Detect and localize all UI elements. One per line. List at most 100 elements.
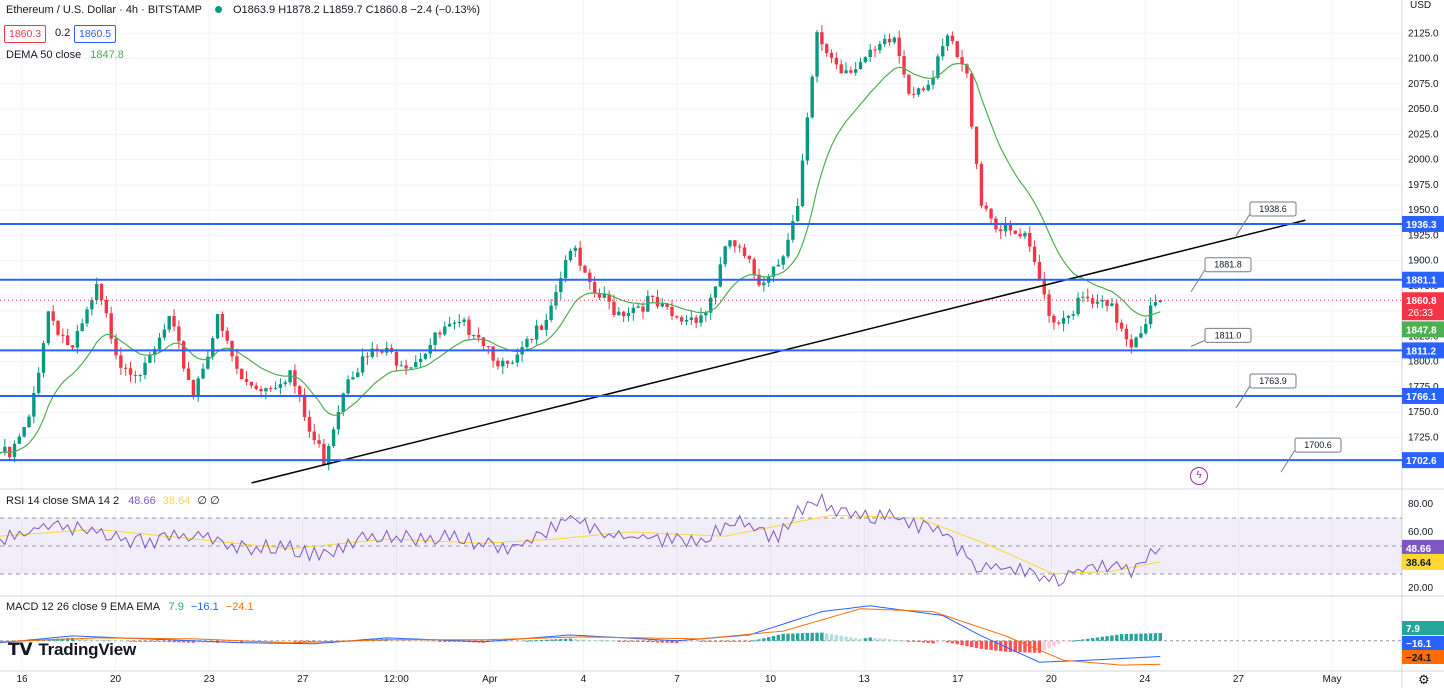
candle-body[interactable]: [854, 69, 858, 73]
candle-body[interactable]: [858, 62, 863, 70]
candle-body[interactable]: [1061, 317, 1066, 324]
candle-body[interactable]: [191, 379, 196, 396]
candle-body[interactable]: [762, 282, 766, 286]
candle-body[interactable]: [515, 354, 519, 363]
candle-body[interactable]: [467, 319, 471, 335]
candle-body[interactable]: [162, 329, 167, 338]
candle-body[interactable]: [244, 379, 249, 382]
candle-body[interactable]: [534, 325, 539, 340]
rsi-sma-line[interactable]: [0, 514, 1161, 575]
candle-body[interactable]: [602, 294, 607, 298]
candle-body[interactable]: [1076, 297, 1080, 315]
candle-body[interactable]: [220, 314, 225, 331]
candle-body[interactable]: [365, 356, 370, 358]
candle-body[interactable]: [539, 325, 544, 330]
candle-body[interactable]: [1090, 298, 1095, 304]
candle-body[interactable]: [104, 300, 109, 314]
candle-body[interactable]: [157, 337, 162, 349]
candle-body[interactable]: [844, 70, 848, 74]
candle-body[interactable]: [476, 334, 481, 338]
gear-icon[interactable]: ⚙: [1418, 672, 1430, 687]
candle-body[interactable]: [829, 52, 834, 58]
candle-body[interactable]: [679, 317, 684, 322]
candle-body[interactable]: [302, 394, 307, 418]
candle-body[interactable]: [699, 315, 703, 323]
candle-body[interactable]: [592, 282, 597, 294]
candle-body[interactable]: [196, 378, 200, 396]
candle-body[interactable]: [225, 330, 229, 341]
candle-body[interactable]: [182, 341, 186, 369]
candle-body[interactable]: [46, 311, 51, 344]
candle-body[interactable]: [278, 384, 283, 388]
candle-body[interactable]: [288, 370, 292, 383]
candle-body[interactable]: [868, 49, 872, 58]
trendline[interactable]: [251, 219, 1306, 484]
candle-body[interactable]: [733, 240, 737, 247]
candle-body[interactable]: [75, 331, 80, 348]
candle-body[interactable]: [235, 356, 239, 369]
symbol-title[interactable]: Ethereum / U.S. Dollar · 4h · BITSTAMP: [6, 4, 202, 16]
currency-label[interactable]: USD: [1410, 0, 1432, 11]
candle-body[interactable]: [1115, 303, 1119, 323]
candle-body[interactable]: [399, 365, 403, 367]
ask-price[interactable]: 1860.5: [74, 25, 117, 43]
candle-body[interactable]: [201, 368, 205, 379]
candle-body[interactable]: [312, 431, 316, 441]
candle-body[interactable]: [713, 286, 718, 298]
candle-body[interactable]: [341, 393, 345, 412]
dema-legend[interactable]: DEMA 50 close 1847.8: [6, 49, 124, 61]
candle-body[interactable]: [370, 348, 374, 357]
candle-body[interactable]: [99, 284, 104, 301]
candle-body[interactable]: [433, 332, 437, 346]
candle-body[interactable]: [510, 362, 515, 364]
candle-body[interactable]: [612, 301, 616, 315]
candle-body[interactable]: [27, 416, 31, 428]
candle-body[interactable]: [1042, 278, 1046, 295]
candle-body[interactable]: [457, 322, 461, 324]
candle-body[interactable]: [655, 297, 660, 307]
candle-body[interactable]: [148, 355, 152, 363]
candle-body[interactable]: [1086, 296, 1090, 299]
candle-body[interactable]: [1100, 300, 1104, 302]
candle-body[interactable]: [1028, 233, 1032, 247]
current-price-label[interactable]: [1402, 292, 1444, 321]
candle-body[interactable]: [815, 32, 819, 77]
candle-body[interactable]: [56, 320, 60, 335]
candle-body[interactable]: [254, 385, 258, 389]
candle-body[interactable]: [583, 265, 587, 273]
candle-body[interactable]: [356, 372, 360, 378]
candle-body[interactable]: [109, 313, 113, 339]
candle-body[interactable]: [588, 272, 592, 283]
rsi-line[interactable]: [0, 492, 1161, 587]
candle-body[interactable]: [128, 368, 133, 375]
candle-body[interactable]: [747, 255, 752, 260]
candle-body[interactable]: [1124, 328, 1129, 340]
candle-body[interactable]: [834, 57, 839, 65]
candle-body[interactable]: [573, 247, 577, 251]
candle-body[interactable]: [423, 353, 428, 359]
candle-body[interactable]: [960, 57, 964, 65]
candle-body[interactable]: [186, 368, 191, 380]
candle-body[interactable]: [1071, 314, 1075, 316]
candle-body[interactable]: [887, 38, 892, 43]
candle-body[interactable]: [3, 446, 7, 453]
candle-body[interactable]: [36, 372, 41, 394]
candle-body[interactable]: [273, 387, 278, 389]
candle-body[interactable]: [704, 312, 708, 316]
candle-body[interactable]: [936, 56, 940, 78]
candle-body[interactable]: [472, 334, 476, 336]
candle-body[interactable]: [849, 70, 853, 73]
candle-body[interactable]: [878, 44, 882, 51]
candle-body[interactable]: [955, 41, 959, 58]
candle-body[interactable]: [902, 56, 906, 75]
candle-body[interactable]: [694, 317, 698, 323]
candle-body[interactable]: [568, 250, 573, 261]
lightning-icon[interactable]: ϟ: [1190, 467, 1208, 485]
rsi-legend[interactable]: RSI 14 close SMA 14 2 48.66 38.64 ∅ ∅: [6, 494, 220, 507]
candle-body[interactable]: [0, 452, 2, 454]
candle-body[interactable]: [675, 316, 679, 318]
candle-body[interactable]: [670, 307, 674, 317]
candle-body[interactable]: [737, 246, 742, 248]
candle-body[interactable]: [863, 57, 868, 63]
